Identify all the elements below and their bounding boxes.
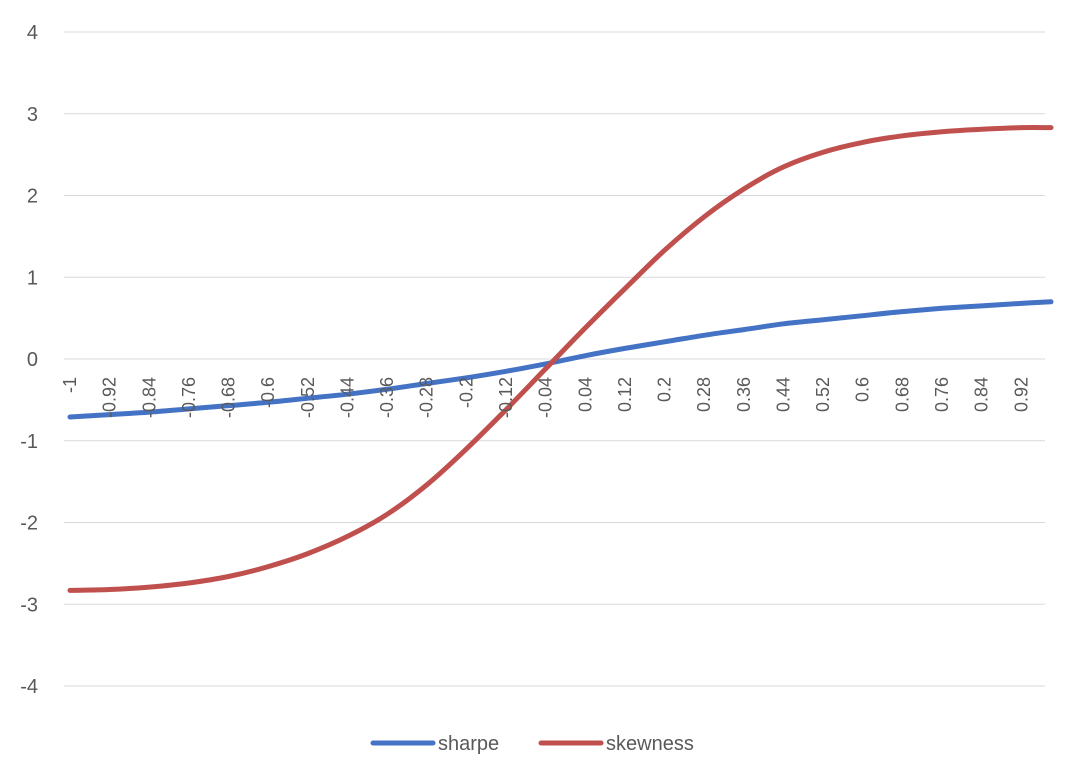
x-tick-label: 0.04: [575, 377, 595, 412]
x-tick-label: 0.76: [932, 377, 952, 412]
x-tick-label: -0.36: [377, 377, 397, 418]
y-tick-label: 0: [27, 349, 38, 371]
x-tick-label: -0.52: [298, 377, 318, 418]
legend-label-skewness: skewness: [606, 733, 694, 755]
x-tick-label: -0.92: [100, 377, 120, 418]
legend-label-sharpe: sharpe: [438, 733, 499, 755]
x-tick-label: 0.84: [972, 377, 992, 412]
series-line-skewness: [67, 125, 1054, 593]
x-tick-label: 0.92: [1011, 377, 1031, 412]
y-tick-label: 1: [27, 267, 38, 289]
x-tick-label: -0.68: [219, 377, 239, 418]
x-tick-label: -0.04: [536, 377, 556, 418]
legend-item-sharpe[interactable]: sharpe: [370, 733, 499, 755]
x-tick-label: 0.44: [774, 377, 794, 412]
x-tick-label: -0.76: [179, 377, 199, 418]
y-tick-label: 4: [27, 22, 38, 44]
x-tick-label: 0.12: [615, 377, 635, 412]
y-tick-label: -4: [20, 676, 38, 698]
y-tick-label: -2: [20, 513, 38, 535]
x-tick-label: -0.84: [139, 377, 159, 418]
y-tick-label: 2: [27, 186, 38, 208]
x-tick-label: -0.2: [456, 377, 476, 408]
x-tick-label: 0.68: [892, 377, 912, 412]
x-tick-label: 0.6: [853, 377, 873, 402]
x-tick-label: -0.44: [338, 377, 358, 418]
series-line-sharpe: [67, 299, 1054, 420]
y-tick-label: -1: [20, 431, 38, 453]
x-tick-label: -0.28: [417, 377, 437, 418]
x-tick-label: 0.2: [655, 377, 675, 402]
y-tick-label: 3: [27, 104, 38, 126]
x-tick-label: 0.36: [734, 377, 754, 412]
series-lines: [67, 125, 1054, 593]
legend: sharpe skewness: [370, 733, 694, 755]
y-tick-label: -3: [20, 594, 38, 616]
x-tick-label: -0.6: [258, 377, 278, 408]
x-tick-label: -1: [60, 377, 80, 393]
x-tick-label: -0.12: [496, 377, 516, 418]
x-axis-ticks: -1 -0.92 -0.84 -0.76 -0.68 -0.6 -0.52 -0.44 -0.3…: [60, 377, 1031, 418]
x-tick-label: 0.28: [694, 377, 714, 412]
legend-item-skewness[interactable]: skewness: [538, 733, 694, 755]
x-tick-label: 0.52: [813, 377, 833, 412]
y-axis-ticks: 4 3 2 1 0 -1 -2 -3 -4: [20, 22, 38, 698]
